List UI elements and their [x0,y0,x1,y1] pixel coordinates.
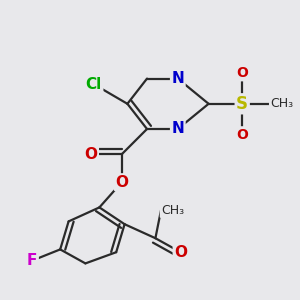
Text: O: O [115,175,128,190]
Text: S: S [236,95,248,113]
Text: Cl: Cl [86,77,102,92]
Text: N: N [171,122,184,136]
Text: N: N [171,71,184,86]
Text: O: O [85,147,98,162]
Text: CH₃: CH₃ [161,204,184,217]
Text: O: O [236,128,248,142]
Text: O: O [174,245,187,260]
Text: F: F [27,253,38,268]
Text: O: O [236,66,248,80]
Text: CH₃: CH₃ [270,97,293,110]
